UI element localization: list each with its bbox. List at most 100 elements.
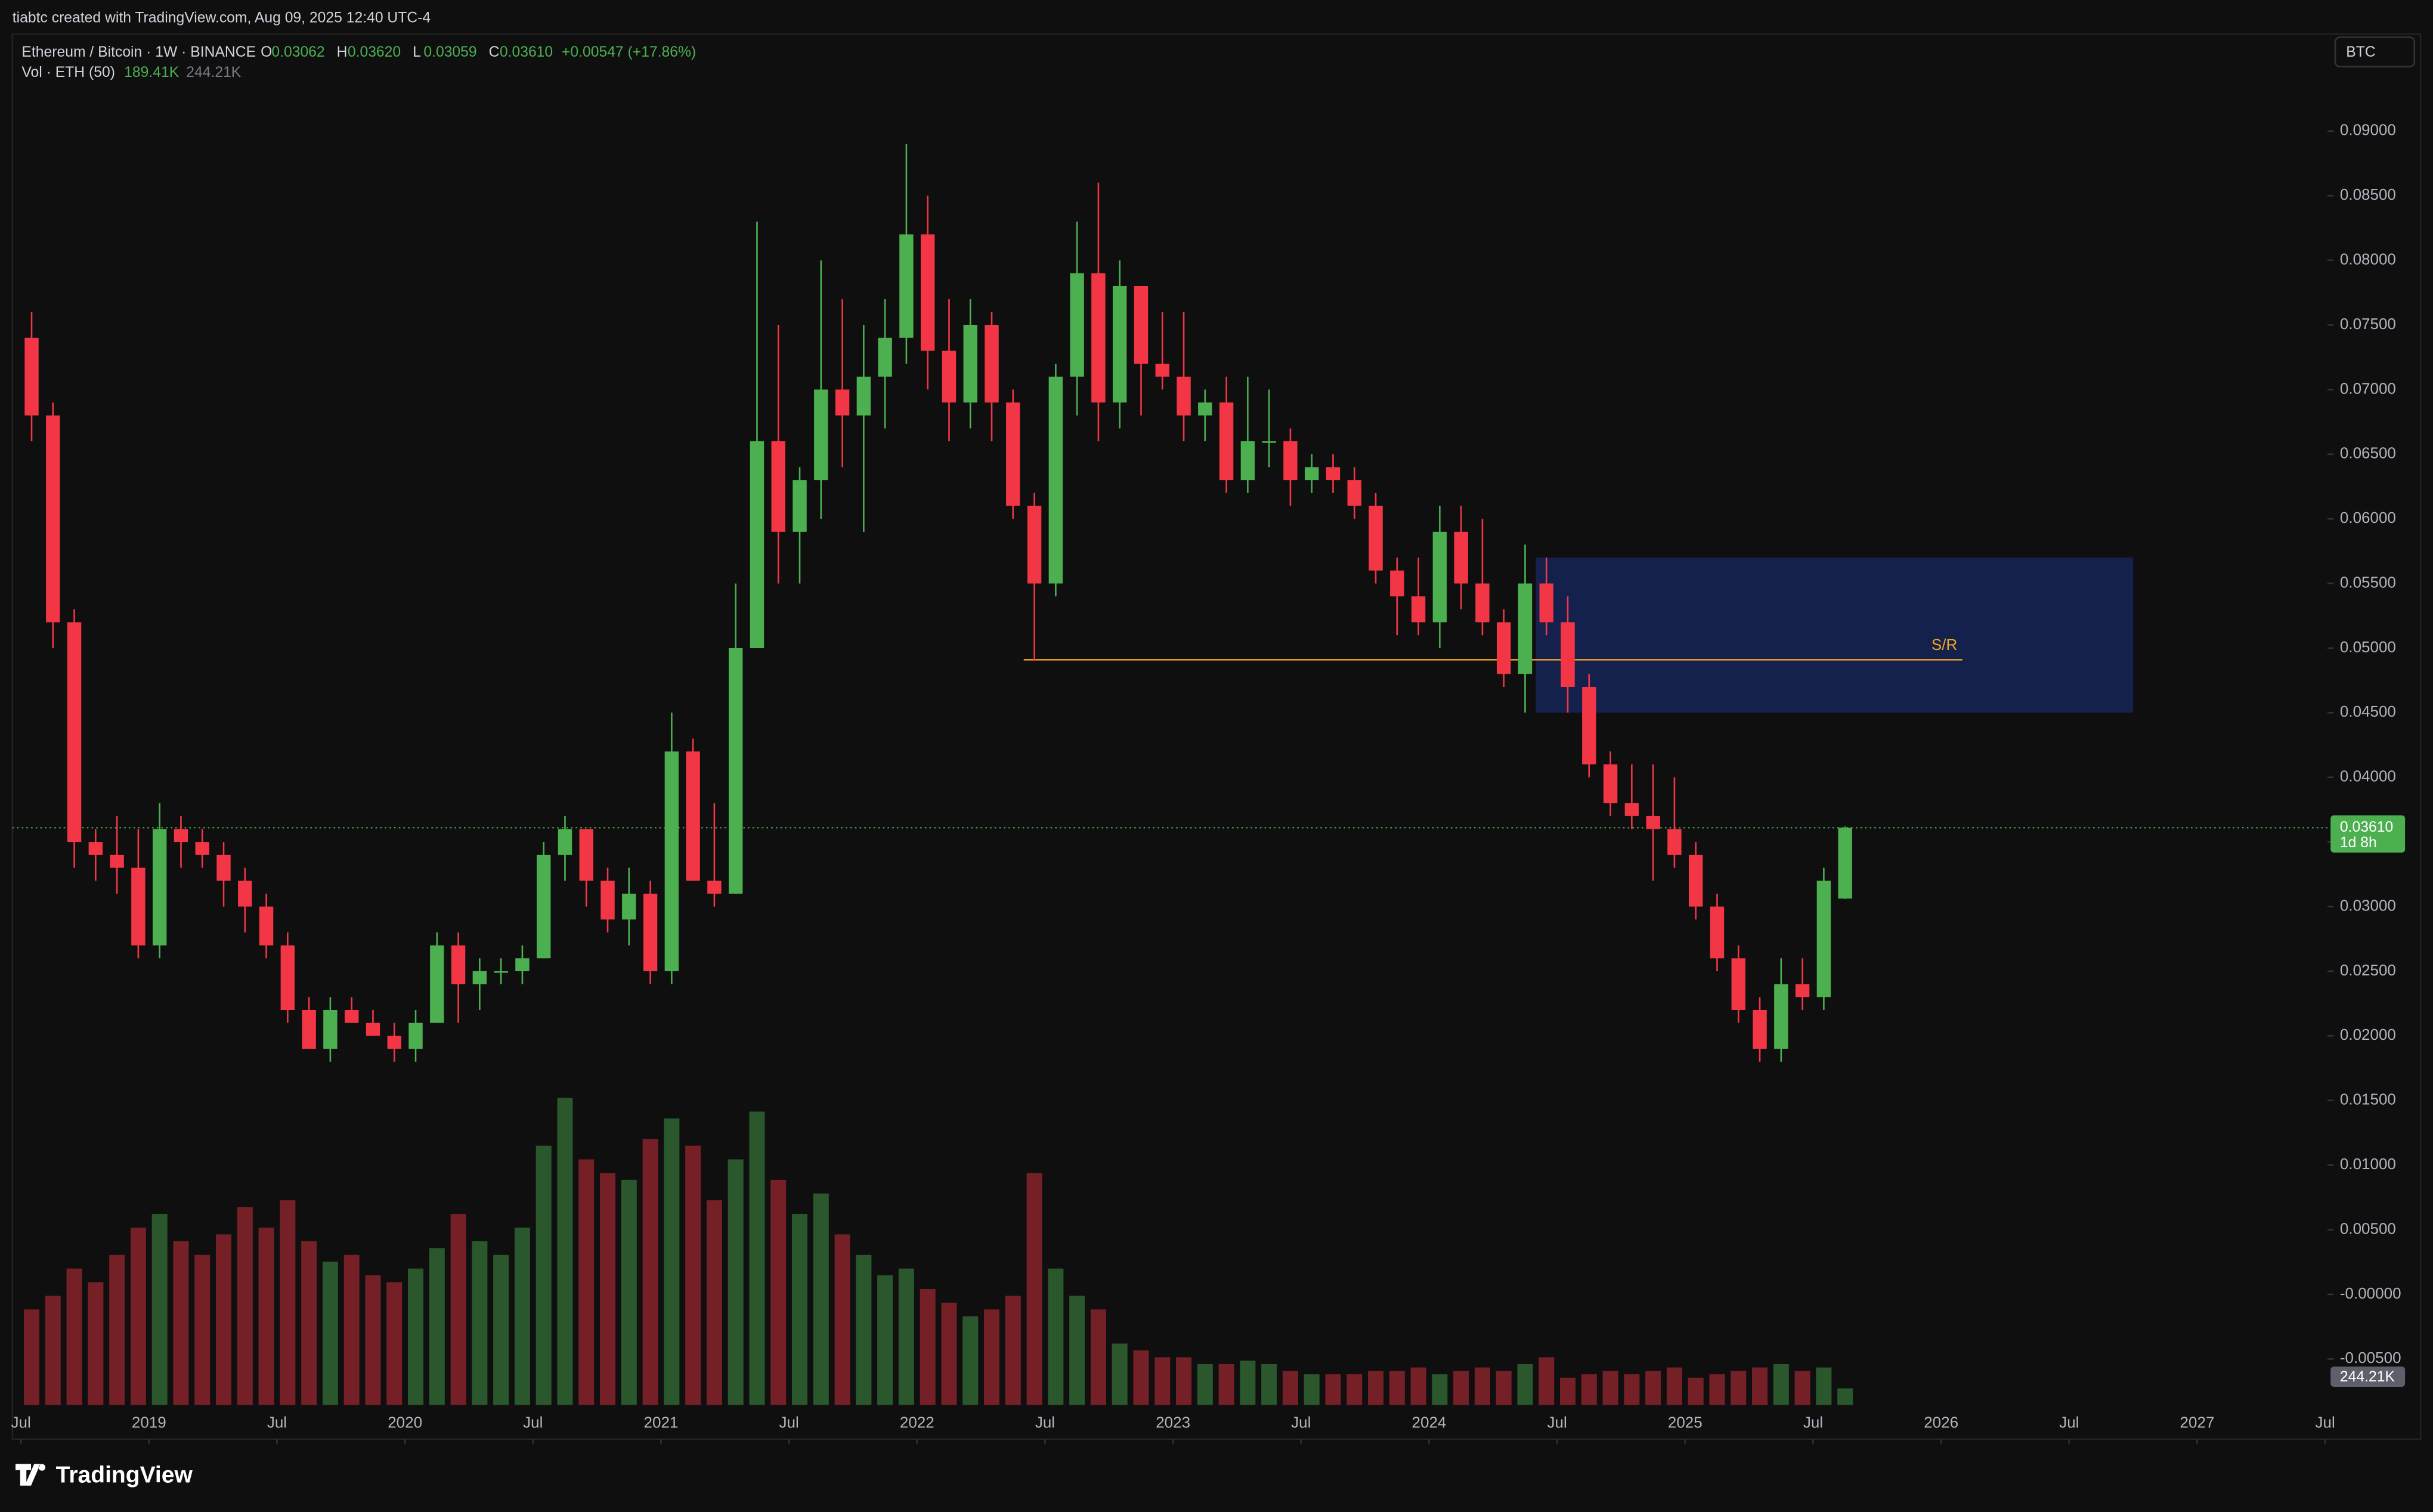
candle-body <box>1539 583 1553 622</box>
candle-body <box>558 829 572 855</box>
candle-body <box>856 376 871 416</box>
candle-body <box>1688 854 1703 907</box>
candle-body <box>814 389 828 481</box>
candle-body <box>1816 881 1831 997</box>
y-tick-label: 0.08500 <box>2340 185 2396 203</box>
last-price-tag <box>2330 815 2406 853</box>
ohlc-legend: O0.03062 H 0.03620 L 0.03059 C 0.03610 +0.00547… <box>261 44 696 60</box>
volume-bar <box>600 1173 616 1405</box>
volume-bar <box>1517 1364 1533 1405</box>
ohlc-key: O <box>261 44 272 60</box>
volume-bar <box>450 1214 466 1405</box>
candle-body <box>1390 570 1404 597</box>
candle-body <box>1432 531 1447 622</box>
candle-body <box>24 337 39 416</box>
x-tick-label: 2021 <box>644 1414 679 1432</box>
logo-icon <box>16 1464 46 1486</box>
candle-body <box>472 971 487 984</box>
volume-label: Vol · ETH (50) <box>21 64 115 80</box>
volume-bar <box>1410 1367 1426 1405</box>
candle-body <box>878 337 892 377</box>
volume-bar <box>1048 1268 1064 1405</box>
volume-bar <box>578 1159 595 1405</box>
volume-bar <box>322 1262 338 1405</box>
candle-body <box>1774 984 1788 1049</box>
currency-button[interactable] <box>2334 36 2416 68</box>
volume-bar <box>429 1248 445 1405</box>
ohlc-value: 0.03062 <box>271 44 324 60</box>
volume-bar <box>685 1145 701 1405</box>
candle-body <box>1411 596 1426 622</box>
volume-bar <box>109 1254 125 1405</box>
volume-bar <box>1560 1377 1576 1405</box>
candle-body <box>131 867 146 946</box>
volume-bar <box>1069 1296 1085 1405</box>
y-tick-label: 0.02000 <box>2340 1025 2396 1043</box>
candle-body <box>985 325 999 403</box>
y-tick-label: 0.00500 <box>2340 1219 2396 1237</box>
x-tick-label: Jul <box>779 1414 799 1432</box>
candle-body <box>1347 480 1361 506</box>
volume-bar <box>962 1316 979 1405</box>
candle-body <box>323 1010 338 1049</box>
candle-body <box>771 441 785 532</box>
volume-bar <box>1240 1361 1256 1405</box>
volume-bar <box>365 1275 381 1405</box>
volume-bar <box>792 1214 808 1405</box>
volume-bar <box>1709 1374 1725 1405</box>
candle-body <box>387 1036 401 1049</box>
candle-body <box>963 325 977 403</box>
y-tick-label: 0.07000 <box>2340 379 2396 397</box>
volume-bar <box>1581 1374 1597 1405</box>
volume-bar <box>1154 1357 1171 1405</box>
candle-body <box>1753 1010 1767 1049</box>
candle-body <box>750 441 764 648</box>
candle-body <box>110 854 124 868</box>
volume-bar <box>770 1179 787 1405</box>
volume-bar <box>343 1254 360 1405</box>
volume-bar <box>216 1234 232 1405</box>
y-tick-label: 0.01500 <box>2340 1090 2396 1108</box>
candle-body <box>216 854 231 881</box>
candle-body <box>1838 828 1852 899</box>
volume-bar <box>1026 1173 1042 1405</box>
volume-bar <box>88 1282 104 1405</box>
candle-body <box>728 647 743 894</box>
sr-label: S/R <box>1931 636 1957 653</box>
volume-bar <box>24 1309 40 1405</box>
candle-body <box>451 945 466 984</box>
volume-bar <box>898 1268 914 1405</box>
candle-body <box>1667 829 1682 855</box>
volume-bar <box>472 1241 488 1405</box>
currency-label[interactable]: BTC <box>2346 44 2375 60</box>
candle-body <box>88 842 103 855</box>
candle-body <box>920 234 935 351</box>
candle-body <box>1582 687 1596 765</box>
ohlc-key: L <box>413 44 421 60</box>
candle-body <box>793 480 807 532</box>
volume-bar <box>877 1275 893 1405</box>
candle-body <box>622 893 636 920</box>
candle-body <box>1134 286 1149 364</box>
y-tick-label: 0.02500 <box>2340 961 2396 979</box>
volume-bar <box>1005 1296 1021 1405</box>
volume-bar <box>1539 1357 1555 1405</box>
volume-bar <box>1474 1367 1490 1405</box>
x-tick-label: Jul <box>2059 1414 2079 1432</box>
last-volume-tag <box>2330 1367 2406 1387</box>
y-tick-label: -0.00000 <box>2340 1284 2401 1302</box>
x-tick-label: 2026 <box>1924 1414 1958 1432</box>
volume-bar <box>1176 1357 1192 1405</box>
candle-body <box>259 906 274 946</box>
volume-bar <box>408 1268 424 1405</box>
ohlc-key: C <box>489 44 500 60</box>
ohlc-value: 0.03610 <box>500 44 553 60</box>
volume-bar <box>1752 1367 1768 1405</box>
volume-bar <box>941 1302 957 1405</box>
candle-body <box>1177 376 1191 416</box>
candle-body <box>366 1023 380 1036</box>
candle-body <box>46 415 60 622</box>
candle-body <box>152 829 167 946</box>
y-tick-label: 0.05000 <box>2340 638 2396 656</box>
candle-body <box>1496 622 1511 674</box>
